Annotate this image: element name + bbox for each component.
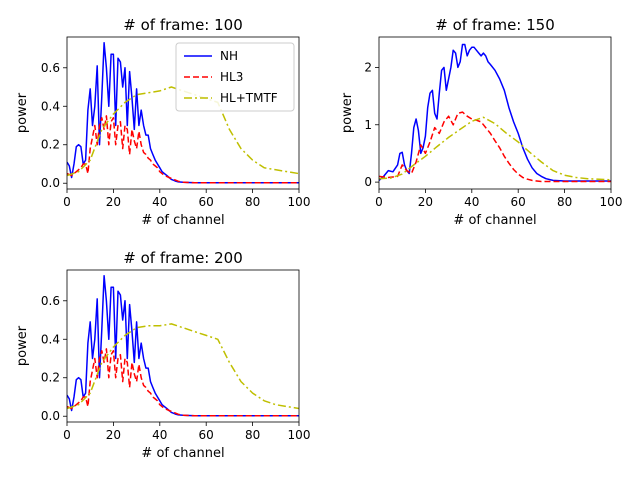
- series-line-hl-tmtf: [67, 86, 299, 177]
- y-tick-label: 1: [364, 118, 372, 132]
- series-line-nh: [67, 275, 299, 417]
- y-tick-label: 0.4: [41, 99, 60, 113]
- y-tick-label: 0.0: [41, 409, 60, 423]
- axes-frame: [66, 269, 300, 423]
- x-axis-label: # of channel: [141, 213, 224, 228]
- x-tick-label: 80: [557, 195, 572, 209]
- x-tick-label: 60: [199, 195, 214, 209]
- x-axis-label: # of channel: [453, 213, 536, 228]
- chart-panel-2: 0 20 40 60 80 100 0 1 2 # of frame: 150 # of chann…: [340, 16, 622, 228]
- x-tick-label: 40: [152, 195, 167, 209]
- legend-label: HL+TMTF: [220, 91, 278, 105]
- y-tick-label: 0.2: [41, 138, 60, 152]
- axes-frame: [66, 36, 300, 190]
- legend-label: HL3: [220, 70, 243, 84]
- y-tick-label: 0.4: [41, 332, 60, 346]
- x-tick-label: 60: [199, 428, 214, 442]
- y-tick-label: 0.0: [41, 176, 60, 190]
- series-line-hl3: [67, 348, 299, 417]
- x-tick-label: 100: [600, 195, 623, 209]
- x-tick-label: 0: [63, 195, 71, 209]
- x-tick-label: 20: [106, 428, 121, 442]
- series-line-nh: [67, 42, 299, 184]
- chart-title: # of frame: 100: [123, 16, 243, 34]
- legend: NH HL3 HL+TMTF: [175, 42, 295, 112]
- series-line-nh: [379, 43, 611, 182]
- series-line-hl3: [67, 115, 299, 184]
- y-tick-label: 0: [364, 175, 372, 189]
- chart-title: # of frame: 150: [435, 16, 555, 34]
- x-tick-label: 40: [464, 195, 479, 209]
- x-tick-label: 20: [106, 195, 121, 209]
- chart-panel-3: 0 20 40 60 80 100 0.0 0.2 0.4 0.6 # of frame: 200 #…: [15, 249, 310, 461]
- y-axis-label: power: [15, 92, 30, 133]
- y-axis-label: power: [15, 325, 30, 366]
- series-line-hl-tmtf: [67, 323, 299, 410]
- x-tick-label: 0: [63, 428, 71, 442]
- y-tick-label: 0.6: [41, 61, 60, 75]
- x-tick-label: 80: [245, 195, 260, 209]
- y-tick-label: 0.2: [41, 371, 60, 385]
- axes-frame: [378, 36, 612, 190]
- y-tick-label: 0.6: [41, 294, 60, 308]
- chart-title: # of frame: 200: [123, 249, 243, 267]
- x-tick-label: 100: [288, 195, 311, 209]
- x-tick-label: 80: [245, 428, 260, 442]
- x-tick-label: 20: [418, 195, 433, 209]
- chart-panel-1: 0 20 40 60 80 100 0.0 0.2 0.4 0.6 # of frame: 100 #…: [15, 16, 310, 228]
- x-tick-label: 100: [288, 428, 311, 442]
- y-tick-label: 2: [364, 60, 372, 74]
- y-axis-label: power: [340, 92, 355, 133]
- legend-box: [175, 42, 295, 112]
- x-tick-label: 0: [375, 195, 383, 209]
- series-line-hl-tmtf: [379, 116, 611, 181]
- x-axis-label: # of channel: [141, 446, 224, 461]
- legend-label: NH: [220, 49, 238, 63]
- x-tick-label: 60: [511, 195, 526, 209]
- series-line-hl3: [379, 111, 611, 183]
- x-tick-label: 40: [152, 428, 167, 442]
